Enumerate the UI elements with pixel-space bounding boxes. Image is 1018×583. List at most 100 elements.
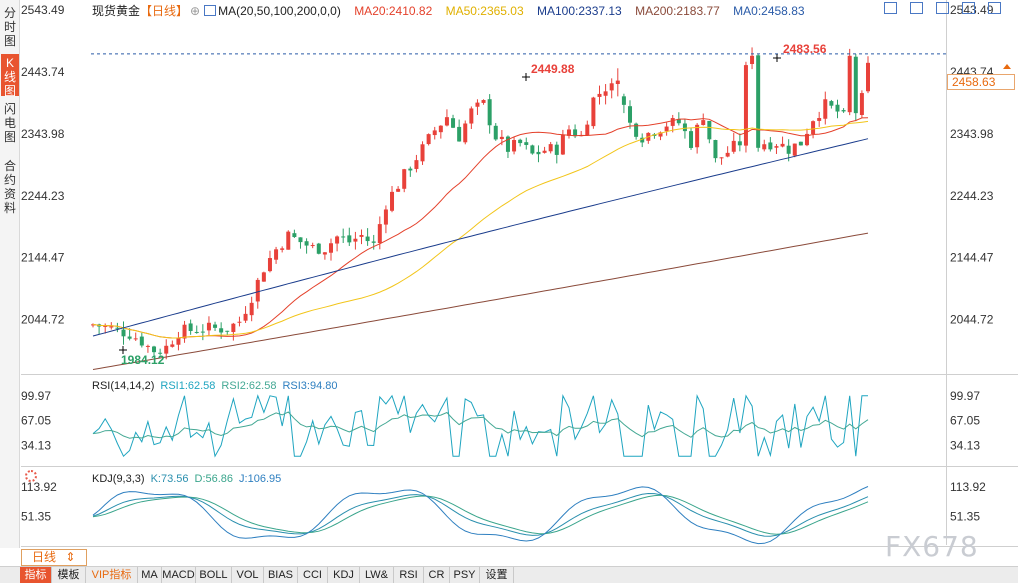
period-tag: 【日线】 (140, 4, 189, 18)
candle-body (200, 331, 205, 333)
ma200-value: MA200:2183.77 (635, 4, 720, 18)
candle-body (243, 313, 248, 321)
candle-body (817, 118, 822, 121)
rsi-title[interactable]: RSI(14,14,2) (92, 380, 155, 392)
sidebar: 分 时 图 K 线 图闪 电 图合 约 资 料 (0, 0, 20, 548)
ma100-value: MA100:2337.13 (537, 4, 622, 18)
price-tick-right: 2543.49 (950, 3, 994, 17)
zoom-out-icon[interactable] (936, 2, 949, 14)
price-tick-left: 2044.72 (21, 312, 65, 326)
candle-body (737, 141, 742, 146)
period-selector[interactable]: 日线 ⇕ (21, 549, 87, 566)
bottom-tab-8[interactable]: CCI (298, 567, 328, 583)
candle-body (701, 120, 706, 126)
candle-body (158, 352, 163, 354)
high-marker-icon (522, 73, 530, 81)
candle-body (835, 104, 840, 112)
bottom-tab-11[interactable]: RSI (394, 567, 424, 583)
sidebar-tab-2[interactable]: 闪 电 图 (3, 102, 16, 144)
kdj-legend: KDJ(9,3,3) K:73.56 D:56.86 J:106.95 (92, 472, 287, 486)
price-tick-right: 2343.98 (950, 127, 994, 141)
sun-icon[interactable] (25, 470, 37, 482)
bottom-tab-2[interactable]: VIP指标 (86, 567, 138, 583)
candle-body (408, 168, 413, 171)
bottom-tab-10[interactable]: LW& (360, 567, 394, 583)
candle-body (847, 55, 852, 113)
candle-body (365, 236, 370, 242)
kdj-tick-right: 113.92 (950, 480, 986, 494)
candle-body (774, 146, 779, 148)
candle-body (731, 140, 736, 152)
candle-body (219, 328, 224, 333)
candle-body (658, 132, 663, 137)
candle-body (426, 134, 431, 145)
bottom-tabbar: 指标 模板 VIP指标 MA MACD BOLL VOL BIAS CCI KDJ LW& RSI CR… (0, 566, 1018, 583)
bottom-tab-6[interactable]: VOL (232, 567, 264, 583)
fullscreen-icon[interactable] (962, 2, 975, 14)
price-tick-left: 2343.98 (21, 127, 65, 141)
candle-body (451, 118, 456, 128)
candle-body (103, 325, 108, 327)
kdj-tick-left: 113.92 (21, 480, 57, 494)
candle-body (280, 248, 285, 250)
candle-body (133, 338, 138, 340)
close-icon[interactable] (988, 2, 1001, 14)
candle-body (481, 100, 486, 103)
candle-body (512, 140, 517, 152)
candle-body (603, 91, 608, 96)
candle-body (560, 134, 565, 155)
rsi-tick-right: 67.05 (950, 414, 980, 428)
bottom-tab-12[interactable]: CR (424, 567, 450, 583)
candle-body (463, 123, 468, 143)
candle-body (225, 330, 230, 332)
rsi2-value: RSI2:62.58 (221, 380, 277, 392)
candle-body (695, 124, 700, 148)
kdj-title[interactable]: KDJ(9,3,3) (92, 473, 145, 485)
candle-body (499, 136, 504, 140)
period-label: 日线 (32, 550, 57, 564)
candle-body (145, 345, 150, 347)
candle-body (786, 145, 791, 154)
candle-body (621, 96, 626, 105)
candle-body (707, 120, 712, 140)
bottom-tab-3[interactable]: MA (138, 567, 162, 583)
ma0-value: MA0:2458.83 (733, 4, 805, 18)
peak-price-label: 2483.56 (783, 42, 827, 56)
kdj-d-line (92, 494, 869, 535)
ma50-value: MA50:2365.03 (445, 4, 524, 18)
plus-icon[interactable]: ⊕ (190, 4, 201, 18)
rsi-tick-left: 99.97 (21, 389, 51, 403)
rsi1-line (92, 393, 868, 458)
bottom-tab-9[interactable]: KDJ (328, 567, 360, 583)
candle-body (109, 326, 114, 328)
bottom-tab-13[interactable]: PSY (450, 567, 480, 583)
candle-body (396, 188, 401, 192)
ma200-line (92, 232, 869, 370)
ma-params[interactable]: MA(20,50,100,200,0,0) (218, 4, 341, 18)
bottom-tab-5[interactable]: BOLL (196, 567, 232, 583)
sidebar-tab-3[interactable]: 合 约 资 料 (3, 159, 16, 215)
candle-body (420, 144, 425, 162)
candle-body (628, 106, 633, 123)
candle-body (762, 144, 767, 150)
chart-icon[interactable] (204, 5, 217, 16)
move-icon[interactable] (884, 2, 897, 14)
candle-body (438, 125, 443, 133)
candle-body (530, 145, 535, 154)
candle-body (804, 133, 809, 146)
price-tick-left: 2443.74 (21, 65, 65, 79)
bottom-tab-14[interactable]: 设置 (480, 567, 514, 583)
candle-body (457, 126, 462, 142)
sidebar-tab-1[interactable]: K 线 图 (1, 54, 19, 98)
bottom-tab-4[interactable]: MACD (162, 567, 196, 583)
bottom-tab-0[interactable]: 指标 (20, 567, 52, 583)
candle-body (213, 324, 218, 328)
price-tick-left: 2144.47 (21, 251, 65, 265)
high-price-label: 2449.88 (531, 62, 575, 76)
bottom-tab-1[interactable]: 模板 (52, 567, 86, 583)
candle-body (475, 102, 480, 107)
sidebar-tab-0[interactable]: 分 时 图 (3, 6, 16, 48)
bottom-tab-7[interactable]: BIAS (264, 567, 298, 583)
ma20-line (92, 117, 869, 339)
zoom-in-icon[interactable] (910, 2, 923, 14)
